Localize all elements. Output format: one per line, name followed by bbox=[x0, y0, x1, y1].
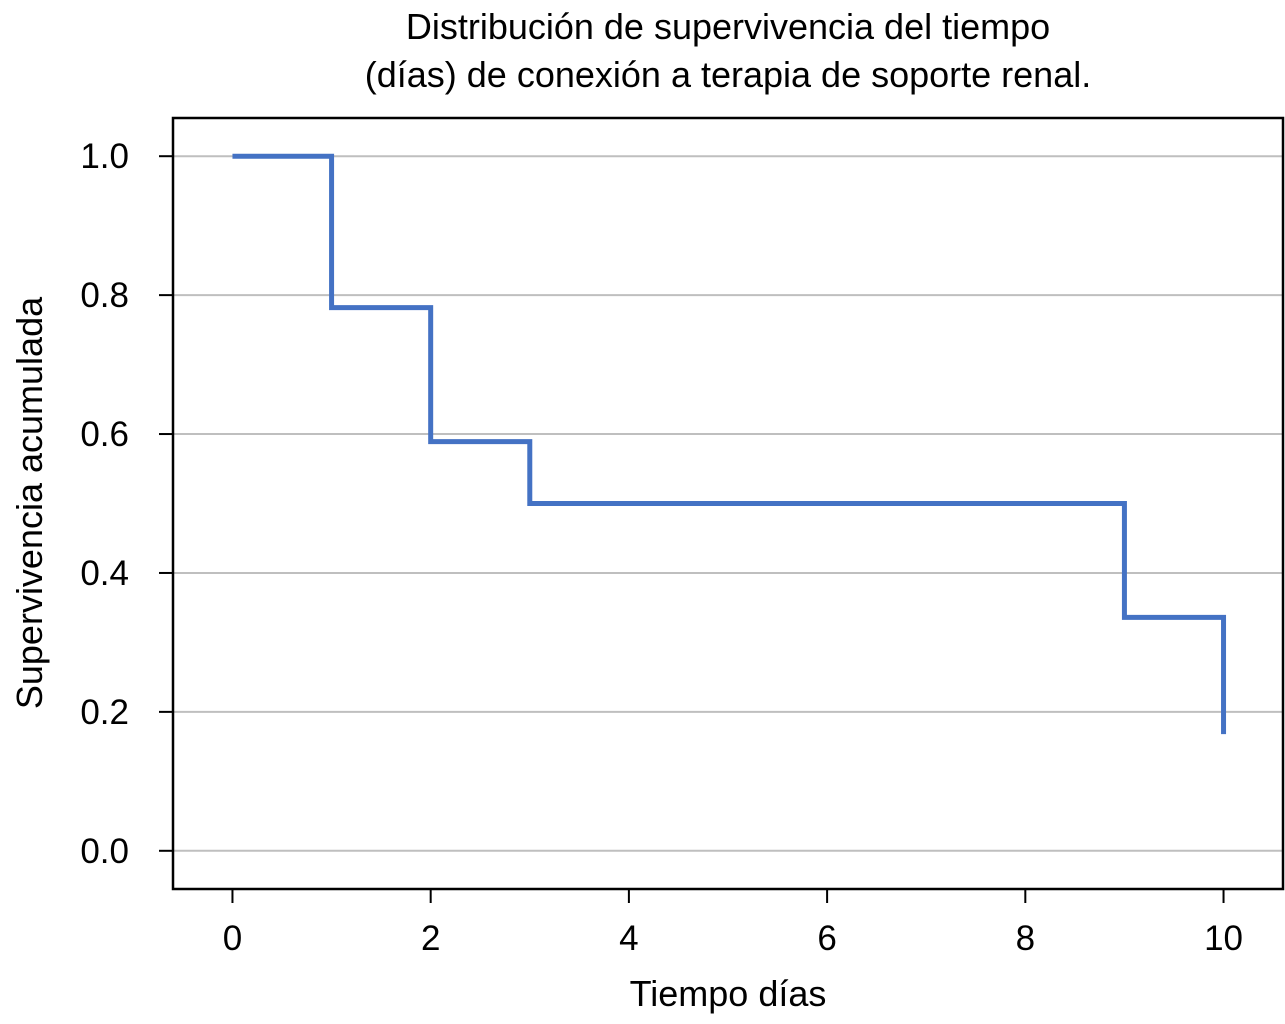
y-tick-label: 0.0 bbox=[80, 832, 129, 871]
y-tick-label: 0.8 bbox=[80, 276, 129, 315]
chart-title-line-1: Distribución de supervivencia del tiempo bbox=[405, 6, 1051, 47]
y-tick-label: 1.0 bbox=[80, 137, 129, 176]
survival-step-line bbox=[232, 153, 1227, 735]
y-tick-label: 0.2 bbox=[80, 693, 129, 732]
series-layer bbox=[232, 153, 1227, 735]
x-tick-label: 8 bbox=[1016, 919, 1035, 958]
x-tick-label: 10 bbox=[1204, 919, 1243, 958]
y-axis-ticks: 0.0 0.2 0.4 0.6 0.8 1.0 bbox=[80, 137, 173, 871]
x-axis-ticks: 0 2 4 6 8 10 bbox=[223, 889, 1243, 958]
x-tick-label: 6 bbox=[817, 919, 836, 958]
x-tick-label: 0 bbox=[223, 919, 242, 958]
x-tick-label: 2 bbox=[421, 919, 440, 958]
plot-frame bbox=[171, 116, 1285, 891]
chart-title-line-2: (días) de conexión a terapia de soporte … bbox=[364, 54, 1092, 95]
y-tick-label: 0.4 bbox=[80, 554, 129, 593]
x-tick-label: 4 bbox=[619, 919, 638, 958]
grid-lines bbox=[173, 155, 1283, 852]
x-axis-label: Tiempo días bbox=[630, 973, 827, 1014]
y-tick-label: 0.6 bbox=[80, 415, 129, 454]
y-axis-label: Supervivencia acumulada bbox=[9, 296, 50, 709]
